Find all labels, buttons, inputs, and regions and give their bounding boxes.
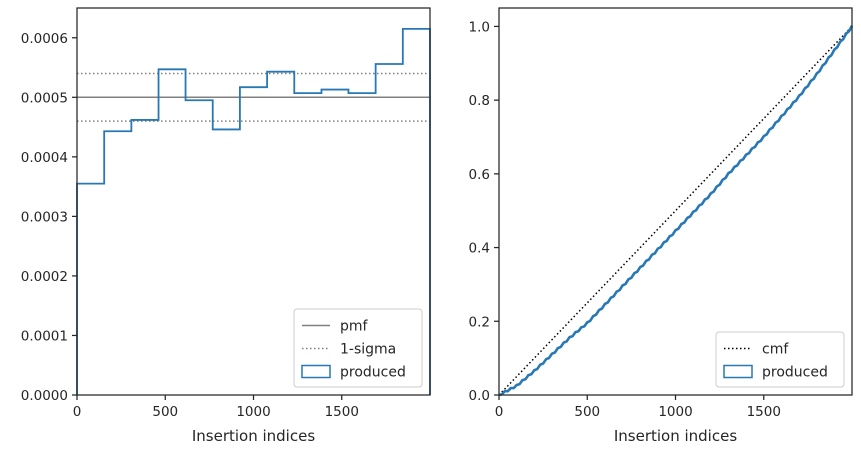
legend-label-1-sigma: 1-sigma — [340, 342, 396, 358]
legend-label-produced: produced — [762, 365, 828, 381]
cumulative-panel: 0 500 1000 1500 0.0 0.2 0.4 0.6 0.8 1.0 Insertio… — [469, 7, 854, 445]
y-tick-label: 0.6 — [469, 167, 490, 183]
histogram-bin — [213, 129, 240, 395]
legend-label-produced: produced — [340, 365, 406, 381]
y-tick-label: 0.0005 — [21, 90, 68, 106]
x-tick-label: 500 — [152, 404, 178, 420]
cumulative-x-ticks: 0 500 1000 1500 — [495, 395, 781, 420]
y-tick-label: 0.0004 — [21, 150, 68, 166]
y-tick-label: 0.0003 — [21, 209, 68, 225]
cumulative-legend: cmf produced — [715, 331, 845, 388]
histogram-bin — [77, 184, 104, 395]
produced-histogram — [76, 27, 431, 395]
legend-label-cmf: cmf — [762, 342, 789, 358]
x-tick-label: 1500 — [325, 404, 359, 420]
histogram-bin — [104, 131, 131, 395]
legend-box — [293, 308, 423, 388]
histogram-legend: pmf 1-sigma produced — [293, 308, 423, 388]
y-tick-label: 0.0 — [469, 388, 490, 404]
histogram-bin — [159, 69, 186, 395]
legend-swatch-produced — [723, 364, 753, 379]
y-tick-label: 0.0006 — [21, 31, 68, 47]
histogram-y-ticks: 0.0000 0.0001 0.0002 0.0003 0.0004 0.0005 0.00… — [21, 31, 77, 404]
legend-box — [715, 331, 845, 388]
cumulative-x-axis-label: Insertion indices — [614, 427, 737, 445]
y-tick-label: 0.2 — [469, 314, 490, 330]
legend-label-pmf: pmf — [340, 319, 369, 335]
x-tick-label: 500 — [574, 404, 600, 420]
x-tick-label: 1500 — [747, 404, 781, 420]
histogram-x-ticks: 0 500 1000 1500 — [73, 395, 359, 420]
histogram-bin — [267, 72, 294, 395]
y-tick-label: 0.8 — [469, 93, 490, 109]
y-tick-label: 0.0001 — [21, 328, 68, 344]
histogram-panel: 0 500 1000 1500 0.00000.00010.00020.00030.0… — [21, 7, 431, 445]
histogram-bin — [240, 87, 267, 395]
y-tick-label: 1.0 — [469, 19, 490, 35]
legend-swatch-produced — [301, 364, 331, 379]
cmf-line — [498, 25, 853, 396]
x-tick-label: 0 — [73, 404, 82, 420]
cumulative-y-ticks: 0.0 0.2 0.4 0.6 0.8 1.0 — [469, 19, 499, 404]
x-tick-label: 0 — [495, 404, 504, 420]
x-tick-label: 1000 — [658, 404, 692, 420]
y-tick-label: 0.0000 — [21, 388, 68, 404]
histogram-bin — [131, 120, 158, 395]
histogram-bin — [186, 100, 213, 395]
produced-cdf-line — [498, 25, 854, 397]
x-tick-label: 1000 — [236, 404, 270, 420]
histogram-x-axis-label: Insertion indices — [192, 427, 315, 445]
y-tick-label: 0.4 — [469, 241, 490, 257]
y-tick-label: 0.0002 — [21, 269, 68, 285]
